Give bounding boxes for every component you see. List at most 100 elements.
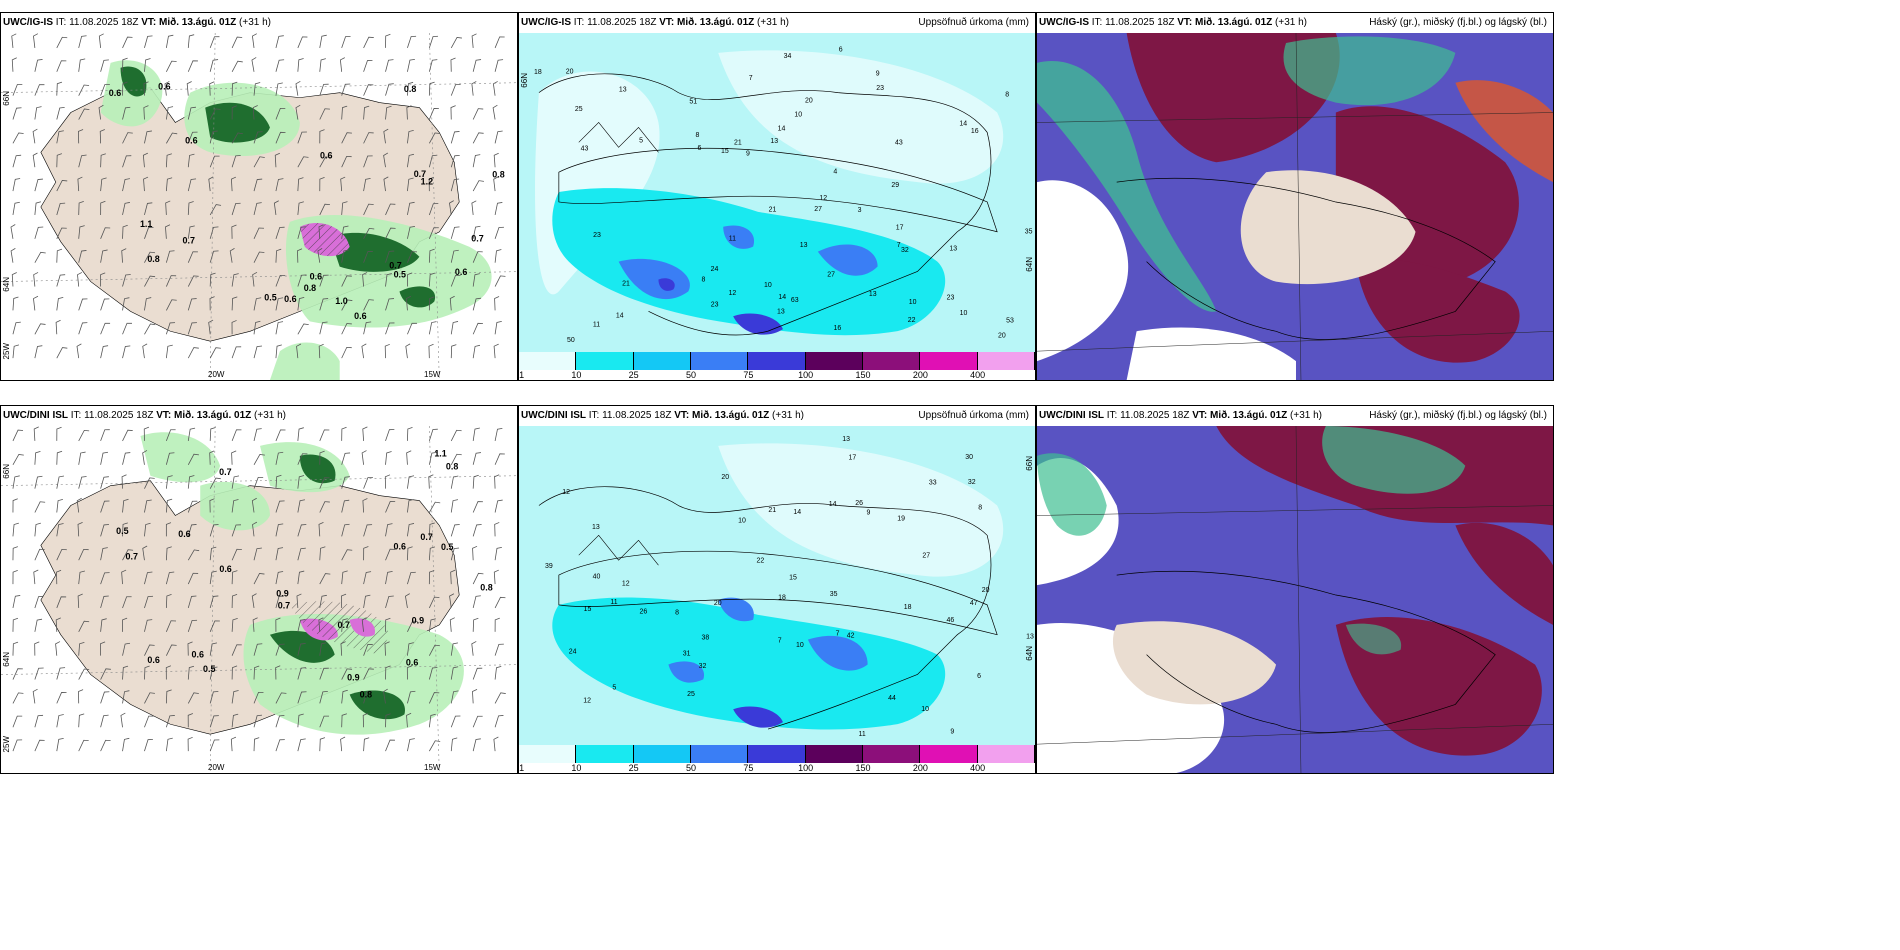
wind-barb: [363, 251, 373, 263]
wind-barb: [187, 225, 195, 239]
wind-barb: [318, 343, 324, 359]
wind-barb: [450, 524, 460, 537]
wind-barb: [209, 666, 218, 680]
value-label: 0.7: [414, 169, 426, 179]
wind-barb: [56, 274, 66, 287]
wind-barb: [471, 200, 477, 215]
wind-barb: [209, 204, 222, 216]
wind-barb: [56, 596, 67, 609]
wind-barb: [209, 620, 220, 632]
wind-barb: [319, 321, 328, 335]
value-label: 21: [769, 207, 777, 214]
lat-label-25w: 25W: [2, 343, 11, 360]
wind-barb: [340, 641, 346, 656]
wind-barb: [472, 452, 481, 465]
wind-barb: [32, 128, 38, 144]
wind-barb: [187, 641, 193, 656]
wind-barb: [275, 82, 283, 96]
wind-barb: [450, 715, 461, 728]
cloud-map: [1037, 33, 1553, 380]
value-label: 14: [616, 313, 624, 320]
wind-barb: [144, 227, 154, 239]
wind-barb: [56, 426, 62, 441]
wind-barb: [56, 714, 64, 728]
value-label: 0.5: [394, 269, 406, 279]
cloud-panel-dini-isl: UWC/DINI ISL IT: 11.08.2025 18Z VT: Mið.…: [1036, 405, 1554, 774]
wind-barb: [385, 273, 392, 287]
wind-barb: [34, 106, 42, 120]
value-label: 21: [734, 140, 742, 147]
wind-barb: [494, 499, 503, 513]
wind-barb: [165, 571, 175, 585]
wind-barb: [493, 152, 499, 168]
wind-barb: [363, 477, 373, 489]
wind-barb: [253, 202, 262, 216]
wind-barb: [449, 617, 455, 632]
value-label: 16: [833, 325, 841, 332]
wind-barb: [341, 323, 352, 335]
wind-barb: [494, 666, 502, 680]
wind-barb: [494, 249, 502, 263]
wind-barb: [231, 132, 243, 144]
wind-barb: [187, 595, 197, 609]
wind-barb: [428, 740, 441, 752]
wind-barb: [121, 474, 127, 489]
colorbar-swatch: [748, 352, 806, 370]
init-time: IT: 11.08.2025 18Z: [1091, 17, 1175, 28]
wind-barb: [428, 227, 439, 239]
colorbar-label: 50: [685, 763, 697, 773]
wind-barb: [12, 429, 24, 442]
wind-barb: [166, 299, 177, 311]
wind-barb: [319, 450, 325, 465]
wind-barb: [100, 227, 111, 239]
wind-barb: [275, 523, 284, 537]
wind-barb: [231, 618, 238, 632]
wind-barb: [450, 547, 460, 561]
wind-barb: [252, 271, 258, 287]
wind-barb: [12, 668, 23, 680]
colorbar-label: 1: [519, 370, 525, 380]
wind-barb: [428, 248, 435, 263]
wind-barb: [253, 178, 263, 192]
wind-barb: [209, 595, 219, 609]
colorbar-swatch: [633, 352, 691, 370]
wind-barb: [341, 668, 353, 680]
wind-barb: [407, 427, 413, 441]
wind-barb: [472, 225, 481, 239]
wind-barb: [122, 522, 128, 537]
wind-barb: [98, 33, 104, 48]
wind-barb: [76, 343, 82, 359]
value-label: 16: [971, 128, 979, 135]
wind-barb: [100, 691, 110, 704]
value-label: 7: [836, 630, 840, 637]
lat-label-66n: 66N: [520, 73, 529, 88]
wind-barb: [122, 106, 131, 120]
wind-barb: [275, 321, 284, 335]
wind-barb: [77, 272, 83, 287]
wind-barb: [297, 643, 306, 656]
wind-barb: [34, 226, 44, 239]
wind-barb: [275, 297, 284, 311]
colorbar-swatch: [691, 352, 749, 370]
wind-barb: [472, 545, 478, 561]
wind-barb: [363, 155, 373, 168]
wind-barb: [78, 108, 90, 120]
wind-barb: [407, 177, 414, 192]
wind-barb: [100, 618, 107, 632]
wind-barb: [144, 692, 155, 704]
lat-label-64n: 64N: [1025, 257, 1034, 272]
init-time: IT: 11.08.2025 18Z: [588, 410, 672, 421]
value-label: 31: [683, 650, 691, 657]
value-label: 17: [896, 224, 904, 231]
wind-barb: [341, 476, 350, 489]
value-label: 14: [778, 125, 786, 132]
init-time: IT: 11.08.2025 18Z: [55, 17, 139, 28]
wind-barb: [275, 692, 287, 704]
precip-map: 9 11 7 12 6 13 5 8 19 21 9 10 32 20 35 24 18 15 39 12 30 14 27…: [519, 426, 1035, 745]
wind-barb: [297, 738, 306, 752]
wind-barb: [494, 692, 506, 704]
wind-barb: [275, 248, 282, 263]
wind-barb: [341, 618, 348, 632]
wind-barb: [385, 523, 393, 537]
wind-barb: [187, 131, 198, 144]
